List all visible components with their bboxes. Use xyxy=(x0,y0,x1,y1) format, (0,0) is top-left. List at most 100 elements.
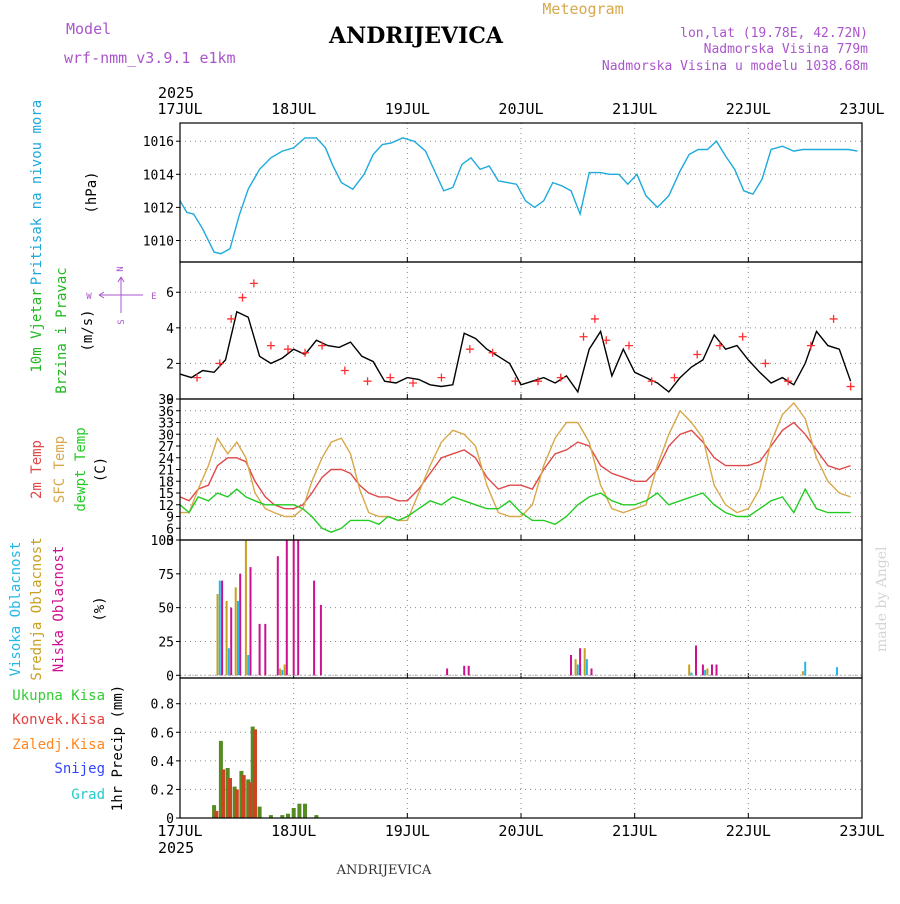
gust-marker xyxy=(249,279,258,288)
gust-marker xyxy=(670,373,679,382)
axis-label-clouds: Niska Oblacnost xyxy=(51,546,67,672)
gust-marker xyxy=(846,382,855,391)
y-tick-label: 6 xyxy=(166,522,174,537)
bar-clouds xyxy=(281,669,284,676)
bar-clouds xyxy=(285,540,288,676)
gust-marker xyxy=(409,378,418,387)
elevation-label: Nadmorska Visina 779m xyxy=(704,42,869,57)
axis-label-pressure: Pritisak na nivou mora xyxy=(29,100,45,285)
bar-clouds xyxy=(221,580,224,676)
y-tick-label: 25 xyxy=(158,635,174,650)
bar-clouds xyxy=(283,664,286,676)
gust-marker xyxy=(806,341,815,350)
bar-clouds xyxy=(585,659,588,676)
gust-marker xyxy=(488,348,497,357)
bar-clouds xyxy=(292,540,295,676)
y-tick-label: 30 xyxy=(158,428,174,443)
y-tick-label: 1016 xyxy=(143,135,174,150)
bar-clouds xyxy=(836,667,838,676)
y-tick-label: 39 xyxy=(158,393,174,408)
x-axis-bottom-date-label: 21JUL xyxy=(612,822,657,840)
y-tick-label: 50 xyxy=(158,602,174,617)
bar-clouds xyxy=(695,645,697,676)
bar-precip xyxy=(268,815,273,818)
x-axis-bottom-date-label: 17JUL xyxy=(157,822,202,840)
footer-station: ANDRIJEVICA xyxy=(336,863,432,878)
y-tick-label: 0.6 xyxy=(151,726,174,741)
bar-precip xyxy=(297,803,302,818)
y-tick-label: 100 xyxy=(151,534,174,549)
bar-precip xyxy=(253,729,257,818)
bar-precip xyxy=(214,810,219,818)
gust-marker xyxy=(227,314,236,323)
gust-marker xyxy=(386,373,395,382)
y-tick-label: 6 xyxy=(166,286,174,301)
bar-precip xyxy=(212,805,217,818)
gust-marker xyxy=(511,377,520,386)
gust-marker xyxy=(829,314,838,323)
gust-marker xyxy=(193,373,202,382)
y-tick-label: 18 xyxy=(158,475,174,490)
bar-clouds xyxy=(227,648,230,676)
bar-clouds xyxy=(590,668,593,676)
x-axis-bottom-date-label: 22JUL xyxy=(726,822,771,840)
bar-clouds xyxy=(570,655,572,676)
compass-south-label: S xyxy=(117,319,127,324)
y-tick-label: 21 xyxy=(158,464,174,479)
gust-marker xyxy=(715,341,724,350)
bar-precip xyxy=(228,778,232,818)
y-tick-label: 27 xyxy=(158,440,174,455)
gust-marker xyxy=(693,350,702,359)
y-tick-label: 9 xyxy=(166,511,174,526)
y-tick-label: 1014 xyxy=(143,168,174,183)
gust-marker xyxy=(534,377,543,386)
bar-precip xyxy=(232,786,237,818)
axis-label-pressure: (hPa) xyxy=(84,171,100,213)
gust-marker xyxy=(602,336,611,345)
bar-clouds xyxy=(579,648,582,676)
model-label: Model xyxy=(66,20,111,38)
bar-clouds xyxy=(574,659,577,676)
y-tick-label: 24 xyxy=(158,452,174,467)
gust-marker xyxy=(624,341,633,350)
x-axis-bottom-date-label: 20JUL xyxy=(498,822,543,840)
bar-precip xyxy=(257,806,262,818)
y-tick-label: 4 xyxy=(166,322,174,337)
precip-legend-entry: Zaledj.Kisa xyxy=(12,737,105,753)
model-name: wrf-nmm_v3.9.1 e1km xyxy=(64,49,236,67)
axis-label-wind: Brzina i Pravac xyxy=(54,267,70,393)
bar-clouds xyxy=(690,672,693,676)
bar-clouds xyxy=(446,668,449,676)
gust-marker xyxy=(363,377,372,386)
axis-label-clouds: Visoka Oblacnost xyxy=(8,542,24,677)
gust-marker xyxy=(761,359,770,368)
compass-north-label: N xyxy=(116,266,126,271)
y-tick-label: 0.2 xyxy=(151,783,174,798)
bar-clouds xyxy=(230,607,233,676)
compass-rose-icon xyxy=(98,276,143,313)
bar-precip xyxy=(239,770,244,818)
bar-clouds xyxy=(297,540,300,676)
y-tick-label: 2 xyxy=(166,357,174,372)
x-axis-top-year-label: 2025 xyxy=(158,84,194,102)
bar-clouds xyxy=(247,655,250,676)
series-line-pressure xyxy=(179,137,858,255)
y-tick-label: 33 xyxy=(158,417,174,432)
axis-label-temperature: dewpt Temp xyxy=(73,427,89,511)
precip-legend-entry: Konvek.Kisa xyxy=(12,712,105,728)
bar-clouds xyxy=(319,604,322,676)
bar-precip xyxy=(280,815,285,818)
bar-clouds xyxy=(467,665,470,676)
y-tick-label: 0 xyxy=(166,393,174,408)
gust-marker xyxy=(266,341,275,350)
bar-clouds xyxy=(704,669,707,676)
gust-marker xyxy=(590,314,599,323)
series-line-temperature xyxy=(180,401,851,522)
gust-marker xyxy=(465,345,474,354)
gust-marker xyxy=(784,377,793,386)
y-tick-label: 0 xyxy=(166,812,174,827)
gust-marker xyxy=(318,341,327,350)
bar-clouds xyxy=(279,668,281,676)
gust-marker xyxy=(238,293,247,302)
